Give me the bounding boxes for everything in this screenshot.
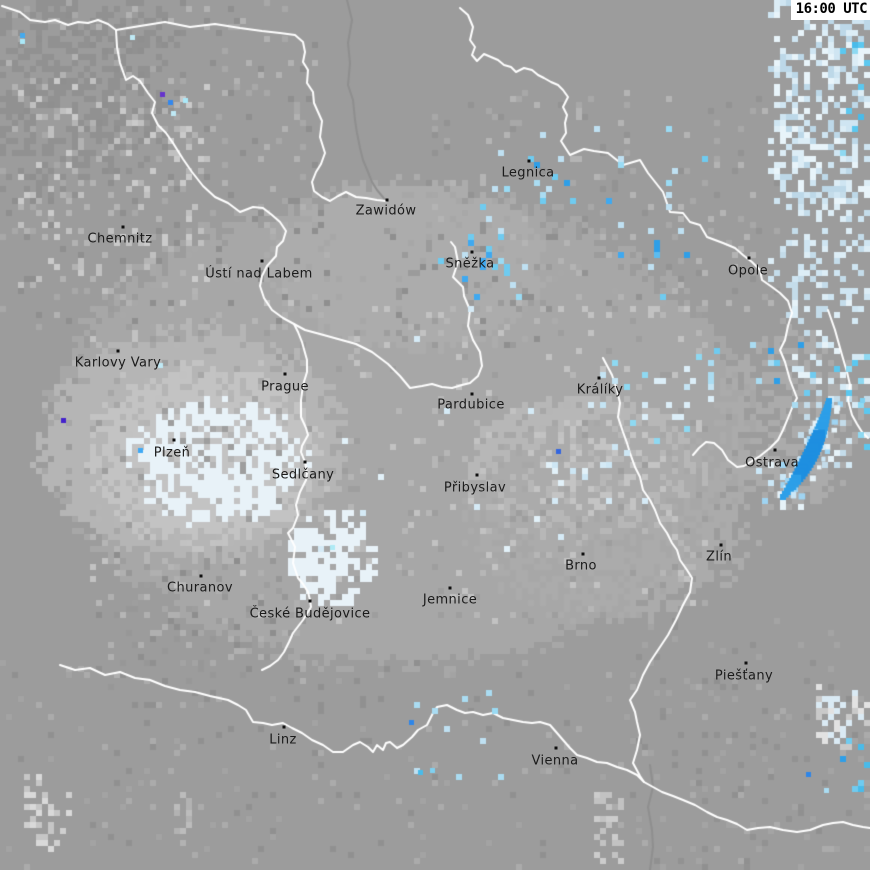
city-dot xyxy=(199,574,203,578)
city-label: Zawidów xyxy=(355,203,417,219)
city-label: Ostrava xyxy=(745,455,799,471)
city-dot xyxy=(470,250,474,254)
city-label: Piešťany xyxy=(714,668,774,684)
city-dot xyxy=(747,256,751,260)
city-label: Churanov xyxy=(167,580,233,596)
city-dot xyxy=(554,746,558,750)
city-label: Prague xyxy=(261,379,309,395)
timestamp-badge: 16:00 UTC xyxy=(790,0,870,20)
city-dot xyxy=(385,198,389,202)
city-label: Zlín xyxy=(706,549,732,565)
city-label: Ústí nad Labem xyxy=(205,266,313,282)
city-label: Králíky xyxy=(576,382,624,398)
city-dot xyxy=(744,661,748,665)
city-dot xyxy=(303,460,307,464)
city-label: Chemnitz xyxy=(87,231,153,247)
city-dot xyxy=(121,225,125,229)
city-label: Plzeň xyxy=(153,445,191,461)
city-label: Opole xyxy=(727,263,769,279)
city-dot xyxy=(283,372,287,376)
city-dot xyxy=(448,586,452,590)
city-label: Karlovy Vary xyxy=(74,355,162,371)
city-label: Linz xyxy=(269,732,297,748)
city-dot xyxy=(308,599,312,603)
city-label: Přibyslav xyxy=(443,480,507,496)
city-label: České Budějovice xyxy=(249,606,371,622)
city-dot xyxy=(172,438,176,442)
city-dot xyxy=(597,376,601,380)
city-label: Sedlčany xyxy=(271,467,335,483)
city-label: Sněžka xyxy=(445,256,495,272)
city-dot xyxy=(719,543,723,547)
city-dot xyxy=(470,392,474,396)
city-dot xyxy=(116,349,120,353)
city-dot xyxy=(260,259,264,263)
city-dot xyxy=(282,725,286,729)
city-label: Jemnice xyxy=(422,592,478,608)
city-dot xyxy=(475,473,479,477)
city-dot xyxy=(773,448,777,452)
city-label: Brno xyxy=(565,558,597,574)
city-label: Pardubice xyxy=(437,397,505,413)
city-label: Vienna xyxy=(531,753,579,769)
city-dot xyxy=(527,159,531,163)
city-dot xyxy=(581,552,585,556)
city-label: Legnica xyxy=(501,165,555,181)
